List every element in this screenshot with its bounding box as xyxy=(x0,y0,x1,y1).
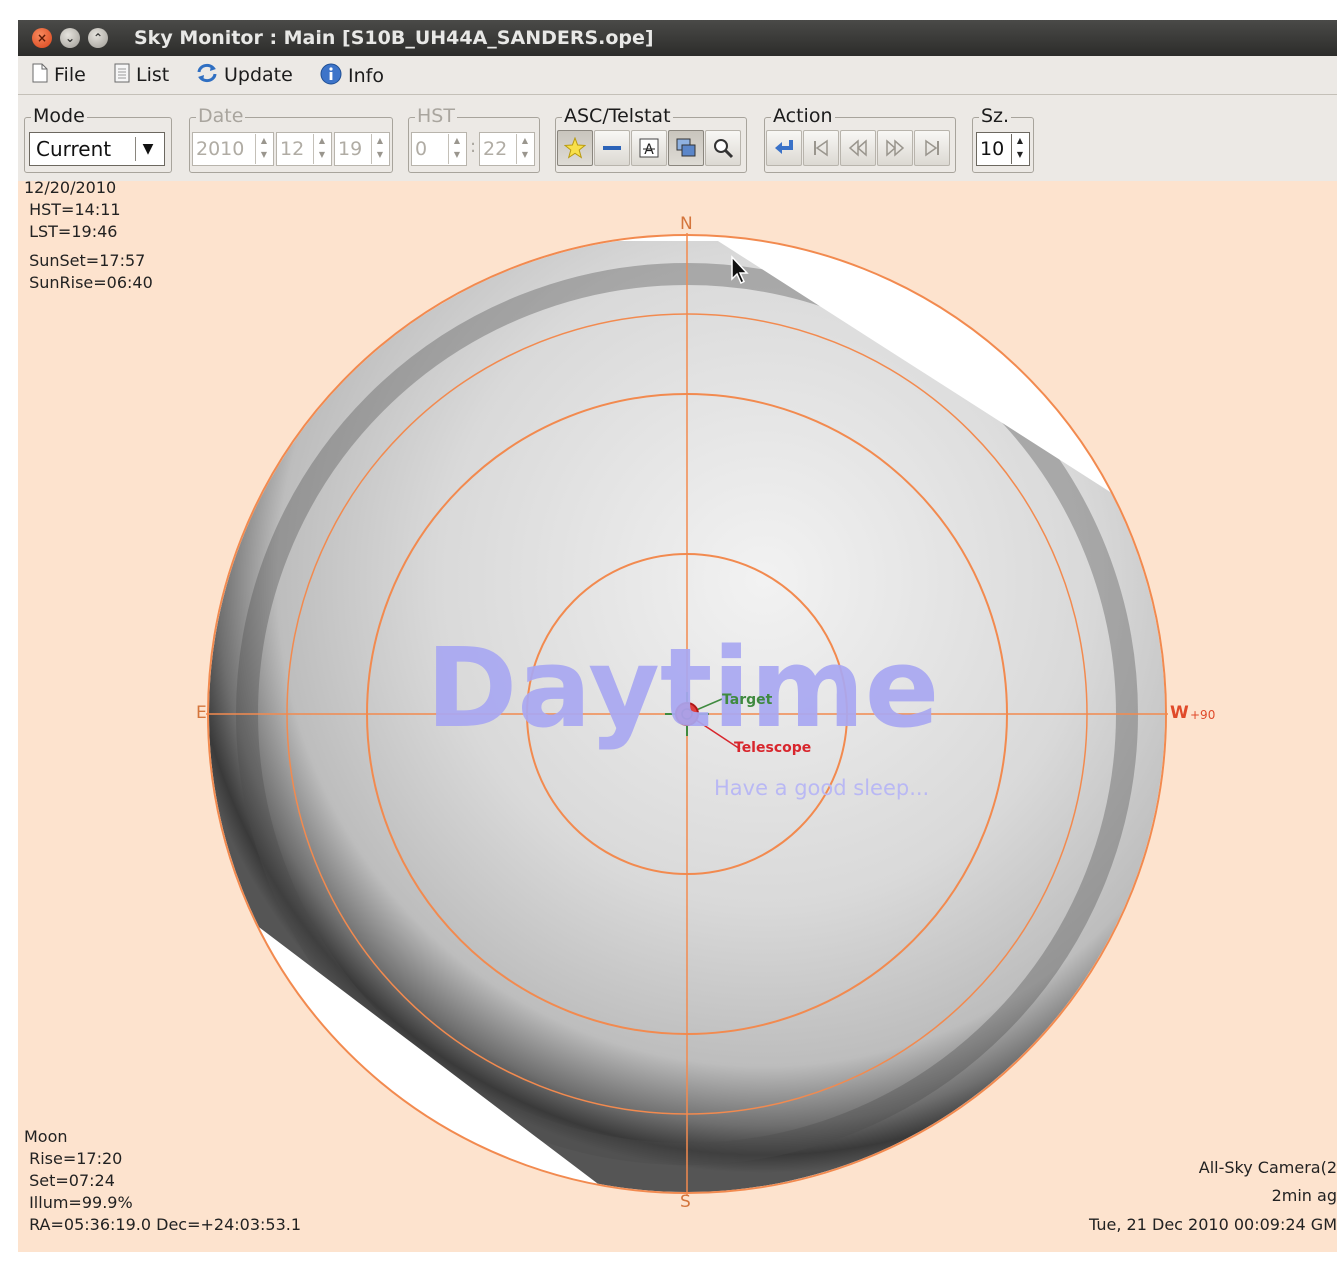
moon-set: Set=07:24 xyxy=(24,1171,115,1190)
maximize-icon[interactable]: ⌃ xyxy=(88,28,108,48)
menu-update[interactable]: Update xyxy=(196,63,293,87)
menu-update-label: Update xyxy=(224,64,293,86)
hour-value: 0 xyxy=(415,138,428,160)
action-label: Action xyxy=(771,105,835,127)
action-group: Action xyxy=(764,105,956,173)
toolbar: Mode Current ▼ Date 2010 ▲ ▼ 12 ▲ ▼ 19 ▲ ▼ xyxy=(18,95,1337,181)
line-icon[interactable] xyxy=(594,130,630,166)
menu-info-label: Info xyxy=(348,65,384,87)
rewind-icon[interactable] xyxy=(840,130,876,166)
list-icon xyxy=(114,63,130,88)
menu-file-label: File xyxy=(54,64,86,86)
mode-label: Mode xyxy=(31,105,87,127)
text-a-icon[interactable]: A xyxy=(631,130,667,166)
date-label: Date xyxy=(196,105,246,127)
camera-age: 2min ag xyxy=(1271,1186,1337,1205)
mode-value: Current xyxy=(36,137,112,161)
day-spinner[interactable]: 19 ▲ ▼ xyxy=(334,132,390,166)
menu-list[interactable]: List xyxy=(114,63,169,87)
menu-file[interactable]: File xyxy=(32,63,86,87)
compass-south: S xyxy=(680,1192,691,1212)
spinner-arrows-icon[interactable]: ▲ ▼ xyxy=(313,134,330,164)
minute-spinner[interactable]: 22 ▲ ▼ xyxy=(479,132,535,166)
return-arrow-icon[interactable] xyxy=(766,130,802,166)
target-label: Target xyxy=(722,692,773,708)
chevron-down-icon[interactable]: ▼ xyxy=(135,137,160,161)
camera-source: All-Sky Camera(2 xyxy=(1198,1158,1337,1177)
compass-west-offset: +90 xyxy=(1190,708,1216,722)
daytime-overlay: Daytime xyxy=(426,624,940,752)
menu-list-label: List xyxy=(136,64,170,86)
moon-title: Moon xyxy=(24,1127,68,1146)
hst-group: HST 0 ▲ ▼ : 22 ▲ ▼ xyxy=(408,105,540,173)
zoom-icon[interactable] xyxy=(705,130,741,166)
size-value: 10 xyxy=(980,138,1005,160)
menu-bar: File List Update Info xyxy=(18,56,1337,95)
hst-label: HST xyxy=(415,105,457,127)
asc-telstat-group: ASC/Telstat A xyxy=(555,105,747,173)
skip-last-icon[interactable] xyxy=(914,130,950,166)
mode-group: Mode Current ▼ xyxy=(24,105,172,173)
year-spinner[interactable]: 2010 ▲ ▼ xyxy=(192,132,274,166)
close-icon[interactable]: × xyxy=(32,28,52,48)
minute-value: 22 xyxy=(483,138,508,160)
mouse-cursor-icon xyxy=(731,255,749,285)
hst-readout: HST=14:11 xyxy=(24,200,121,219)
minimize-icon[interactable]: ⌄ xyxy=(60,28,80,48)
month-spinner[interactable]: 12 ▲ ▼ xyxy=(276,132,332,166)
refresh-icon xyxy=(196,63,218,88)
info-icon xyxy=(320,63,342,90)
moon-rise: Rise=17:20 xyxy=(24,1149,123,1168)
asc-telstat-label: ASC/Telstat xyxy=(562,105,673,127)
all-sky-image xyxy=(206,233,1168,1195)
sunset-readout: SunSet=17:57 xyxy=(24,251,146,270)
fast-forward-icon[interactable] xyxy=(877,130,913,166)
window-title: Sky Monitor : Main [S10B_UH44A_SANDERS.o… xyxy=(134,27,654,49)
spinner-arrows-icon[interactable]: ▲ ▼ xyxy=(255,134,272,164)
spinner-arrows-icon[interactable]: ▲ ▼ xyxy=(1011,134,1028,164)
mode-select[interactable]: Current ▼ xyxy=(29,132,165,166)
compass-east: E xyxy=(196,703,207,723)
sunrise-readout: SunRise=06:40 xyxy=(24,273,153,292)
star-icon[interactable] xyxy=(557,130,593,166)
time-separator: : xyxy=(470,136,477,157)
date-readout: 12/20/2010 xyxy=(24,181,117,197)
year-value: 2010 xyxy=(196,138,245,160)
day-value: 19 xyxy=(338,138,363,160)
month-value: 12 xyxy=(280,138,305,160)
compass-north: N xyxy=(680,214,693,234)
title-bar[interactable]: × ⌄ ⌃ Sky Monitor : Main [S10B_UH44A_SAN… xyxy=(18,20,1337,56)
size-group: Sz. 10 ▲ ▼ xyxy=(972,105,1034,173)
skip-first-icon[interactable] xyxy=(803,130,839,166)
moon-illum: Illum=99.9% xyxy=(24,1193,133,1212)
size-label: Sz. xyxy=(979,105,1012,127)
document-icon xyxy=(32,63,48,88)
spinner-arrows-icon[interactable]: ▲ ▼ xyxy=(516,134,533,164)
svg-text:A: A xyxy=(644,142,654,158)
moon-radec: RA=05:36:19.0 Dec=+24:03:53.1 xyxy=(24,1215,302,1234)
size-spinner[interactable]: 10 ▲ ▼ xyxy=(976,132,1030,166)
telescope-label: Telescope xyxy=(734,740,812,756)
hour-spinner[interactable]: 0 ▲ ▼ xyxy=(411,132,467,166)
camera-timestamp: Tue, 21 Dec 2010 00:09:24 GM xyxy=(1089,1215,1337,1234)
sky-canvas[interactable]: N S E W +90 Daytime Have a good sleep...… xyxy=(18,181,1337,1252)
spinner-arrows-icon[interactable]: ▲ ▼ xyxy=(371,134,388,164)
spinner-arrows-icon[interactable]: ▲ ▼ xyxy=(448,134,465,164)
sleep-message: Have a good sleep... xyxy=(714,776,930,800)
telescope-marker xyxy=(665,692,741,750)
window-overlay-icon[interactable] xyxy=(668,130,704,166)
lst-readout: LST=19:46 xyxy=(24,222,118,241)
sky-monitor-window: × ⌄ ⌃ Sky Monitor : Main [S10B_UH44A_SAN… xyxy=(18,20,1337,1252)
menu-info[interactable]: Info xyxy=(320,63,384,87)
date-group: Date 2010 ▲ ▼ 12 ▲ ▼ 19 ▲ ▼ xyxy=(189,105,393,173)
compass-west: W xyxy=(1170,703,1189,723)
